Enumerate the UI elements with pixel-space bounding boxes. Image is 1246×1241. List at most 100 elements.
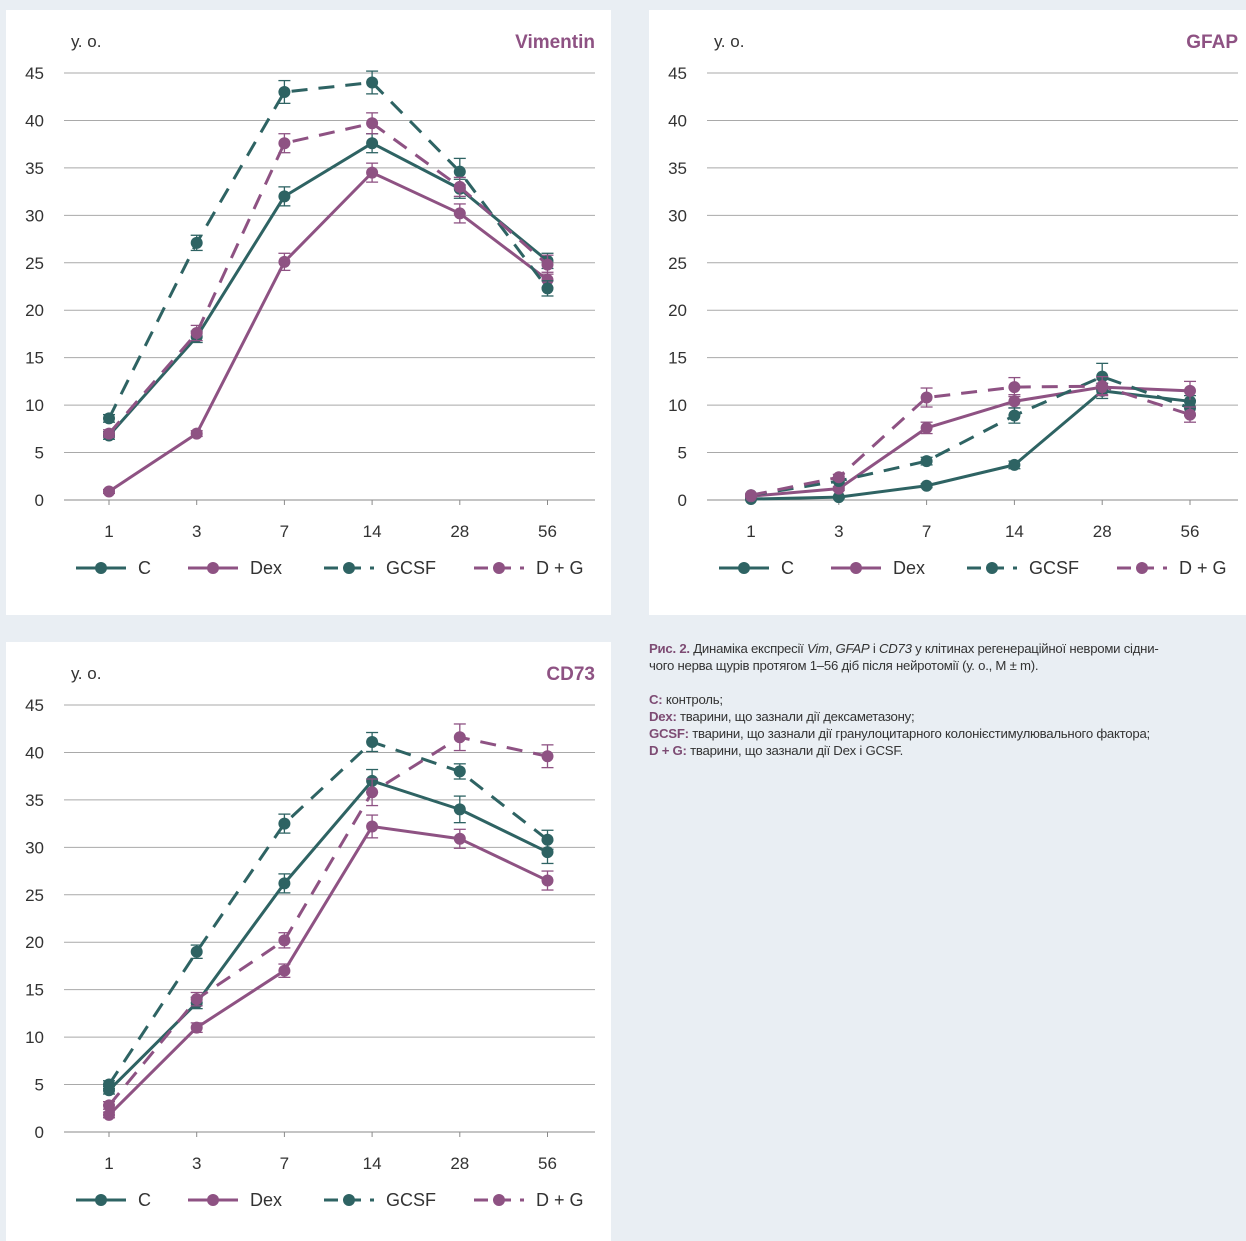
x-tick-label: 28	[450, 522, 469, 541]
gene-vim: Vim	[806, 641, 829, 656]
legend-label-gcsf: GCSF	[1029, 558, 1079, 578]
caption-key-gcsf: GCSF:	[649, 726, 689, 741]
y-axis-label: у. о.	[71, 32, 101, 51]
chart-panel-cd73: 0 5 10 15 20 25 30 35 40 45 1 3 7 14 28 56 у. о. CD73 C Dex…	[6, 642, 611, 1241]
figure-caption: Рис. 2. Динаміка експресії Vim, GFAP і C…	[649, 640, 1246, 759]
point-dg-56	[541, 258, 554, 271]
caption-key-c: C:	[649, 692, 663, 707]
point-dg-56	[1184, 408, 1196, 421]
point-c-7	[920, 479, 933, 492]
legend-label-dex: Dex	[893, 558, 925, 578]
caption-legend-dg: D + G: тварини, що зазнали дії Dex і GCS…	[649, 742, 1246, 759]
legend-marker-dg	[493, 562, 505, 574]
legend-label-dg: D + G	[536, 1190, 584, 1210]
line-gcsf	[107, 740, 549, 1086]
point-dg-7	[920, 391, 933, 404]
line-c	[750, 389, 1191, 501]
line-gcsf	[107, 80, 549, 420]
y-tick-label: 45	[25, 696, 44, 715]
point-gcsf-56	[541, 833, 554, 846]
y-tick-label: 35	[25, 791, 44, 810]
point-dex-3	[190, 427, 203, 440]
legend-label-gcsf: GCSF	[386, 1190, 436, 1210]
point-dex-28	[453, 832, 466, 845]
legend-marker-c	[95, 562, 107, 574]
point-dex-14	[1008, 395, 1021, 408]
series-gcsf	[103, 731, 554, 1091]
y-tick-label: 15	[25, 349, 44, 368]
point-dex-7	[278, 964, 291, 977]
series-dex	[103, 162, 554, 498]
chart-cd73: 0 5 10 15 20 25 30 35 40 45 1 3 7 14 28 56 у. о. CD73 C Dex…	[25, 664, 595, 1210]
series-gcsf	[745, 362, 1196, 502]
point-c-28	[453, 803, 466, 816]
legend-marker-c	[738, 562, 750, 574]
point-gcsf-14	[1008, 409, 1021, 422]
point-dg-3	[832, 471, 845, 484]
series-c	[103, 768, 554, 1097]
caption-and: і	[869, 641, 879, 656]
y-tick-label: 35	[668, 159, 687, 178]
point-dg-3	[190, 326, 203, 339]
legend-marker-gcsf	[343, 1194, 355, 1206]
legend-marker-dex	[207, 562, 219, 574]
caption-legend-dex: Dex: тварини, що зазнали дії дексаметазо…	[649, 708, 1246, 725]
caption-desc-dex: тварини, що зазнали дії дексаметазону;	[676, 709, 915, 724]
x-tick-label: 1	[104, 522, 113, 541]
y-tick-label: 20	[25, 301, 44, 320]
point-dg-1	[103, 1099, 115, 1112]
legend-marker-dg	[493, 1194, 505, 1206]
point-dex-56	[541, 273, 554, 286]
y-axis-label: у. о.	[714, 32, 744, 51]
point-dex-28	[453, 207, 466, 220]
legend-label-c: C	[138, 1190, 151, 1210]
legend-marker-c	[95, 1194, 107, 1206]
caption-legend-c: C: контроль;	[649, 691, 1246, 708]
point-gcsf-1	[103, 412, 115, 425]
y-tick-label: 10	[25, 1028, 44, 1047]
point-dg-28	[453, 731, 466, 744]
x-tick-label: 14	[1005, 522, 1024, 541]
y-tick-label: 10	[668, 396, 687, 415]
legend-label-dex: Dex	[250, 1190, 282, 1210]
legend-label-dg: D + G	[1179, 558, 1227, 578]
point-gcsf-7	[278, 817, 291, 830]
series-dg	[103, 112, 554, 440]
series-c	[103, 133, 554, 442]
point-dg-1	[745, 489, 757, 502]
x-tick-label: 56	[538, 1154, 557, 1173]
chart-vimentin: 0 5 10 15 20 25 30 35 40 45 1 3 7 14 28 56 у. о. Vimentin…	[25, 32, 595, 578]
point-gcsf-14	[366, 736, 379, 749]
point-dex-7	[920, 421, 933, 434]
line-dex	[107, 824, 549, 1116]
x-tick-label: 3	[192, 1154, 201, 1173]
caption-line-1: Рис. 2. Динаміка експресії Vim, GFAP і C…	[649, 640, 1246, 657]
series-dg	[103, 723, 554, 1112]
legend-marker-dex	[207, 1194, 219, 1206]
series-dex	[103, 814, 554, 1121]
y-tick-label: 0	[35, 1123, 44, 1142]
y-tick-label: 45	[668, 64, 687, 83]
point-dex-3	[190, 1021, 203, 1034]
y-tick-label: 30	[25, 206, 44, 225]
point-gcsf-28	[453, 765, 466, 778]
x-tick-label: 28	[450, 1154, 469, 1173]
legend-label-dg: D + G	[536, 558, 584, 578]
point-dg-14	[1008, 381, 1021, 394]
point-dg-56	[541, 750, 554, 763]
y-tick-label: 40	[25, 111, 44, 130]
caption-key-dex: Dex:	[649, 709, 677, 724]
legend-label-c: C	[138, 558, 151, 578]
legend-label-c: C	[781, 558, 794, 578]
point-dex-56	[541, 874, 554, 887]
legend-marker-gcsf	[986, 562, 998, 574]
chart-gfap: 0 5 10 15 20 25 30 35 40 45 1 3 7 14 28 56 у. о. GFAP C Dex…	[668, 32, 1238, 578]
caption-desc-gcsf: тварини, що зазнали дії гранулоцитарного…	[688, 726, 1150, 741]
y-tick-label: 15	[668, 349, 687, 368]
point-c-7	[278, 190, 291, 203]
y-tick-label: 0	[35, 491, 44, 510]
line-dex	[750, 385, 1191, 498]
line-c	[107, 141, 549, 437]
y-tick-label: 15	[25, 981, 44, 1000]
y-tick-label: 20	[25, 933, 44, 952]
